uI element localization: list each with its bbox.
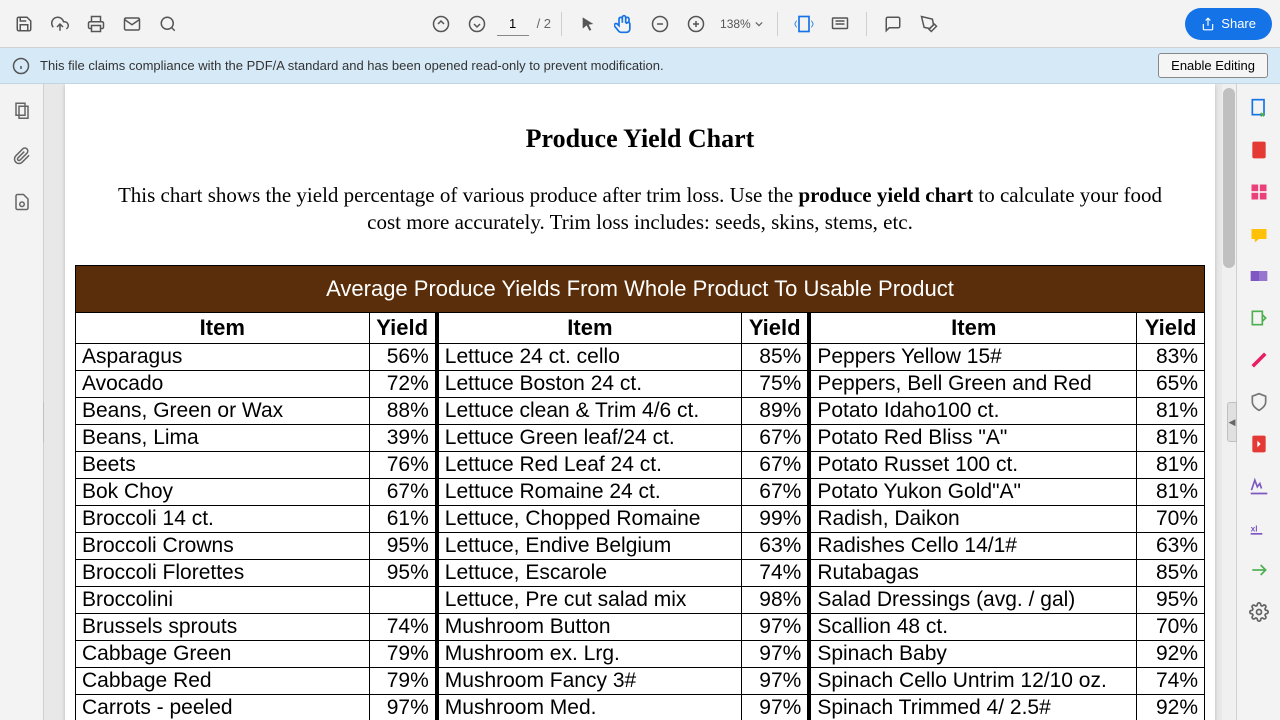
svg-text:xl: xl xyxy=(1250,523,1257,533)
create-pdf-icon[interactable] xyxy=(1245,136,1273,164)
table-row: Beans, Green or Wax88%Lettuce clean & Tr… xyxy=(76,397,1205,424)
xml-icon[interactable]: xl xyxy=(1245,514,1273,542)
table-row: Bok Choy67%Lettuce Romaine 24 ct.67%Pota… xyxy=(76,478,1205,505)
protect-icon[interactable] xyxy=(1245,388,1273,416)
read-mode-icon[interactable] xyxy=(824,8,856,40)
page-total-label: / 2 xyxy=(537,16,551,31)
table-row: Cabbage Red79%Mushroom Fancy 3#97%Spinac… xyxy=(76,667,1205,694)
page-up-icon[interactable] xyxy=(425,8,457,40)
table-row: Beans, Lima39%Lettuce Green leaf/24 ct.6… xyxy=(76,424,1205,451)
compress-icon[interactable] xyxy=(1245,430,1273,458)
table-row: Broccoli Florettes95%Lettuce, Escarole74… xyxy=(76,559,1205,586)
search-icon[interactable] xyxy=(152,8,184,40)
pointer-icon[interactable] xyxy=(572,8,604,40)
pdf-page: Produce Yield Chart This chart shows the… xyxy=(65,84,1215,720)
thumbnails-icon[interactable] xyxy=(8,96,36,124)
sign-icon[interactable] xyxy=(913,8,945,40)
combine-icon[interactable] xyxy=(1245,262,1273,290)
print-icon[interactable] xyxy=(80,8,112,40)
export-pdf-icon[interactable] xyxy=(1245,94,1273,122)
document-intro: This chart shows the yield percentage of… xyxy=(115,182,1165,237)
info-icon xyxy=(12,57,30,75)
main-toolbar: / 2 138% Share xyxy=(0,0,1280,48)
cloud-upload-icon[interactable] xyxy=(44,8,76,40)
table-row: Beets76%Lettuce Red Leaf 24 ct.67%Potato… xyxy=(76,451,1205,478)
share-button[interactable]: Share xyxy=(1185,8,1272,40)
table-row: Avocado72%Lettuce Boston 24 ct.75%Pepper… xyxy=(76,370,1205,397)
info-message: This file claims compliance with the PDF… xyxy=(40,58,1158,73)
document-title: Produce Yield Chart xyxy=(75,124,1205,154)
organize-icon[interactable] xyxy=(1245,304,1273,332)
document-viewport[interactable]: Produce Yield Chart This chart shows the… xyxy=(44,84,1236,720)
table-row: Broccoli Crowns95%Lettuce, Endive Belgiu… xyxy=(76,532,1205,559)
send-icon[interactable] xyxy=(1245,556,1273,584)
pdfa-info-bar: This file claims compliance with the PDF… xyxy=(0,48,1280,84)
fit-width-icon[interactable] xyxy=(788,8,820,40)
fill-sign-icon[interactable] xyxy=(1245,472,1273,500)
comment-icon[interactable] xyxy=(877,8,909,40)
page-down-icon[interactable] xyxy=(461,8,493,40)
table-banner: Average Produce Yields From Whole Produc… xyxy=(76,265,1205,312)
table-row: Broccoli 14 ct.61%Lettuce, Chopped Romai… xyxy=(76,505,1205,532)
yield-table: Average Produce Yields From Whole Produc… xyxy=(75,265,1205,720)
hand-icon[interactable] xyxy=(608,8,640,40)
edit-pdf-icon[interactable] xyxy=(1245,178,1273,206)
table-row: Cabbage Green79%Mushroom ex. Lrg.97%Spin… xyxy=(76,640,1205,667)
bookmarks-icon[interactable] xyxy=(8,188,36,216)
zoom-dropdown[interactable]: 138% xyxy=(716,17,767,31)
enable-editing-button[interactable]: Enable Editing xyxy=(1158,53,1268,78)
right-tools-rail: xl ◀ xyxy=(1236,84,1280,720)
page-number-input[interactable] xyxy=(497,12,529,36)
table-row: BroccoliniLettuce, Pre cut salad mix98%S… xyxy=(76,586,1205,613)
right-rail-expand[interactable]: ◀ xyxy=(1227,402,1237,442)
comment-tool-icon[interactable] xyxy=(1245,220,1273,248)
table-header-row: Item Yield Item Yield Item Yield xyxy=(76,312,1205,343)
table-row: Asparagus56%Lettuce 24 ct. cello85%Peppe… xyxy=(76,343,1205,370)
zoom-in-icon[interactable] xyxy=(680,8,712,40)
attachments-icon[interactable] xyxy=(8,142,36,170)
more-tools-icon[interactable] xyxy=(1245,598,1273,626)
left-nav-rail: ▶ xyxy=(0,84,44,720)
table-row: Carrots - peeled97%Mushroom Med.97%Spina… xyxy=(76,694,1205,720)
email-icon[interactable] xyxy=(116,8,148,40)
save-icon[interactable] xyxy=(8,8,40,40)
table-row: Brussels sprouts74%Mushroom Button97%Sca… xyxy=(76,613,1205,640)
zoom-out-icon[interactable] xyxy=(644,8,676,40)
redact-icon[interactable] xyxy=(1245,346,1273,374)
